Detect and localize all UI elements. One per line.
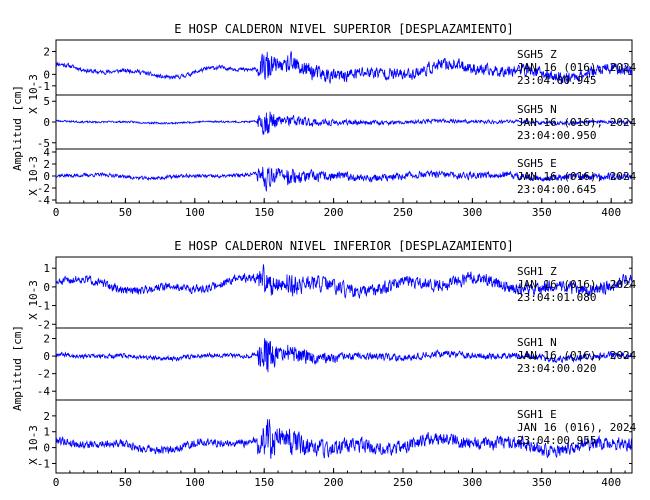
x-tick-label: 200: [324, 206, 344, 219]
time-label: 23:04:01.080: [517, 291, 596, 304]
x-tick-label: 300: [462, 206, 482, 219]
y-tick-label: 0: [43, 281, 50, 294]
date-label: JAN 16 (016), 2024: [517, 61, 637, 74]
trace-sgh5-n: [55, 111, 633, 135]
x-tick-label: 300: [462, 476, 482, 489]
x-axis-inferior: 0 50 100 150 200 250 300 350 400: [53, 468, 626, 489]
time-label: 23:04:00.645: [517, 183, 596, 196]
y-tick-label: -5: [37, 137, 50, 150]
y-tick-label: -4: [37, 194, 51, 207]
x-tick-label: 350: [532, 206, 552, 219]
x-tick-label: 100: [185, 206, 205, 219]
trace-sgh1-n: [55, 338, 633, 373]
time-label: 23:04:00.950: [517, 129, 596, 142]
trace-sgh1-e: [55, 419, 633, 459]
date-label: JAN 16 (016), 2024: [517, 349, 637, 362]
x-tick-label: 50: [119, 476, 132, 489]
scale-label-superior-2: X 10-3: [27, 156, 40, 196]
x-tick-label: 200: [324, 476, 344, 489]
x-tick-label: 100: [185, 476, 205, 489]
y-tick-label: -4: [37, 385, 51, 398]
date-label: JAN 16 (016), 2024: [517, 116, 637, 129]
scale-label-superior-1: X 10-3: [27, 74, 40, 114]
time-label: 23:04:00.955: [517, 434, 596, 447]
station-label: SGH5 N: [517, 103, 557, 116]
station-label: SGH1 Z: [517, 265, 557, 278]
scale-label-inferior-1: X 10-3: [27, 280, 40, 320]
trace-sgh5-z: [55, 50, 633, 85]
y-tick-label: 2: [43, 410, 50, 423]
y-tick-label: 5: [43, 95, 50, 108]
x-tick-label: 50: [119, 206, 132, 219]
x-axis-superior: 0 50 100 150 200 250 300 350 400: [53, 198, 626, 219]
y-tick-label: 1: [43, 262, 50, 275]
y-tick-label: 2: [43, 45, 50, 58]
chart-title-superior: E HOSP CALDERON NIVEL SUPERIOR [DESPLAZA…: [174, 22, 514, 36]
station-label: SGH5 Z: [517, 48, 557, 61]
y-tick-label: 0: [43, 170, 50, 183]
y-tick-label: -2: [37, 318, 50, 331]
y-tick-label: -1: [37, 300, 50, 313]
y-tick-label: 2: [43, 158, 50, 171]
y-tick-label: 1: [43, 426, 50, 439]
chart-group-superior: E HOSP CALDERON NIVEL SUPERIOR [DESPLAZA…: [11, 22, 637, 219]
trace-sgh5-e: [55, 166, 633, 192]
ylabel-superior: Amplitud [cm]: [11, 85, 24, 171]
ylabel-inferior: Amplitud [cm]: [11, 325, 24, 411]
trace-sgh1-z: [55, 264, 633, 299]
x-tick-label: 0: [53, 206, 60, 219]
date-label: JAN 16 (016), 2024: [517, 278, 637, 291]
time-label: 23:04:00.020: [517, 362, 596, 375]
x-tick-label: 250: [393, 206, 413, 219]
station-label: SGH1 N: [517, 336, 557, 349]
x-tick-label: 350: [532, 476, 552, 489]
station-label: SGH5 E: [517, 157, 557, 170]
y-tick-label: 2: [43, 333, 50, 346]
y-tick-label: -2: [37, 182, 50, 195]
station-label: SGH1 E: [517, 408, 557, 421]
y-tick-label: 4: [43, 146, 50, 159]
y-tick-label: -1: [37, 80, 50, 93]
x-tick-label: 150: [254, 206, 274, 219]
scale-label-inferior-2: X 10-3: [27, 425, 40, 465]
y-tick-label: 0: [43, 68, 50, 81]
chart-group-inferior: E HOSP CALDERON NIVEL INFERIOR [DESPLAZA…: [11, 239, 637, 489]
time-label: 23:04:00.945: [517, 74, 596, 87]
y-tick-label: -1: [37, 457, 50, 470]
y-tick-label: -2: [37, 368, 50, 381]
y-tick-label: 0: [43, 442, 50, 455]
y-tick-label: 0: [43, 350, 50, 363]
date-label: JAN 16 (016), 2024: [517, 421, 637, 434]
x-tick-label: 400: [601, 206, 621, 219]
chart-title-inferior: E HOSP CALDERON NIVEL INFERIOR [DESPLAZA…: [174, 239, 514, 253]
x-tick-label: 250: [393, 476, 413, 489]
x-tick-label: 400: [601, 476, 621, 489]
x-tick-label: 0: [53, 476, 60, 489]
date-label: JAN 16 (016), 2024: [517, 170, 637, 183]
x-tick-label: 150: [254, 476, 274, 489]
y-tick-label: 0: [43, 116, 50, 129]
